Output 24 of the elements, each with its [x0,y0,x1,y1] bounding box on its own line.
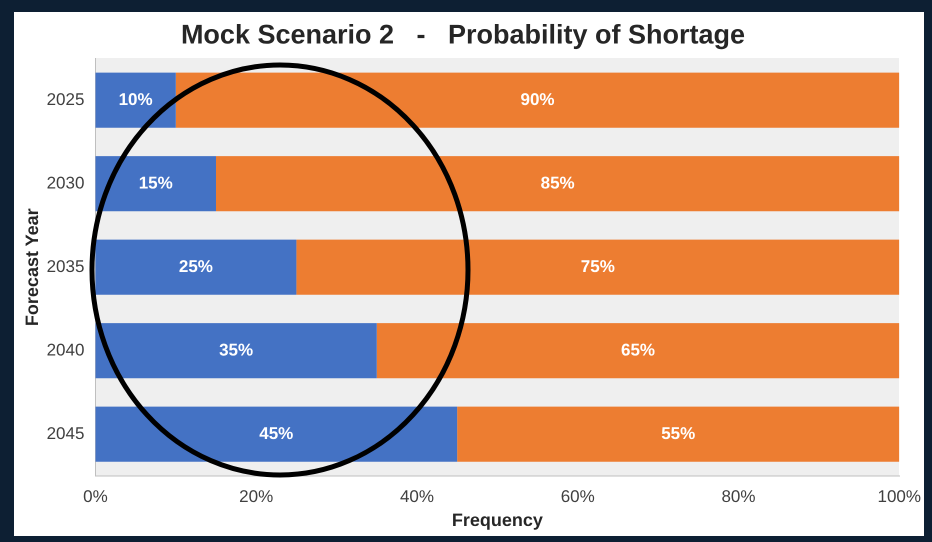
y-tick-label: 2035 [46,256,84,276]
data-label: 35% [219,340,254,360]
data-label: 55% [661,424,696,443]
x-tick-label: 40% [400,486,434,506]
y-tick-label: 2025 [46,90,84,109]
data-label: 25% [178,256,213,276]
data-label: 85% [540,173,575,192]
data-label: 45% [259,424,294,443]
y-axis-title: Forecast Year [22,208,42,326]
chart-title: Mock Scenario 2 - Probability of Shortage [180,20,746,50]
x-tick-label: 20% [239,486,274,506]
x-tick-label: 100% [878,486,921,506]
y-tick-label: 2040 [46,340,84,360]
x-tick-label: 60% [560,486,595,506]
x-tick-label: 0% [83,486,108,506]
x-tick-label: 80% [721,486,756,506]
data-label: 10% [118,90,153,109]
x-axis-title: Frequency [452,510,543,530]
data-label: 65% [620,340,656,360]
data-label: 90% [520,90,555,109]
data-label: 15% [138,173,173,192]
y-tick-label: 2045 [46,424,84,443]
data-label: 75% [580,256,615,276]
y-tick-label: 2030 [46,173,84,192]
